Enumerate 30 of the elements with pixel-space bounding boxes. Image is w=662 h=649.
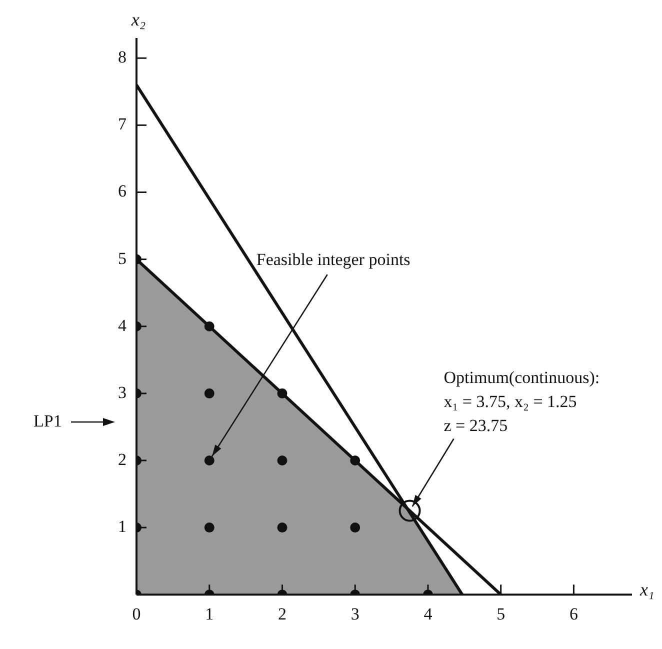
text: LP1: [34, 412, 62, 431]
y-tick-label: 1: [118, 517, 126, 536]
point: [204, 388, 214, 398]
y-tick-label: 4: [118, 316, 127, 335]
y-tick-label: 8: [118, 48, 126, 67]
x-tick-label: 0: [132, 604, 141, 624]
x-tick-label: 1: [205, 604, 214, 624]
x-tick-label: 3: [350, 604, 360, 624]
annotation: Optimum(continuous): x₁ = 3.75, x₂ = 1.25 z = 23.75: [444, 368, 600, 436]
x-tick-label: 2: [278, 604, 286, 624]
y-tick-label: 5: [118, 248, 126, 268]
point: [350, 455, 360, 466]
x-tick-label: 6: [569, 604, 578, 624]
point: [277, 522, 288, 533]
point: [350, 522, 360, 533]
point: [204, 321, 214, 332]
y-tick-label: 6: [118, 182, 126, 201]
point: [277, 455, 288, 466]
point: [277, 388, 288, 398]
point: [204, 455, 214, 466]
x-axis-title: x₁: [639, 579, 654, 600]
point: [398, 500, 421, 522]
point: [204, 522, 214, 533]
y-axis-title: x₂: [130, 10, 146, 30]
x-tick-label: 5: [496, 604, 506, 624]
y-tick-label: 2: [118, 450, 126, 469]
y-tick-label: 3: [118, 382, 126, 402]
annotation: Feasible integer points: [256, 250, 410, 269]
x-tick-label: 4: [424, 604, 433, 624]
y-tick-label: 7: [118, 114, 127, 134]
